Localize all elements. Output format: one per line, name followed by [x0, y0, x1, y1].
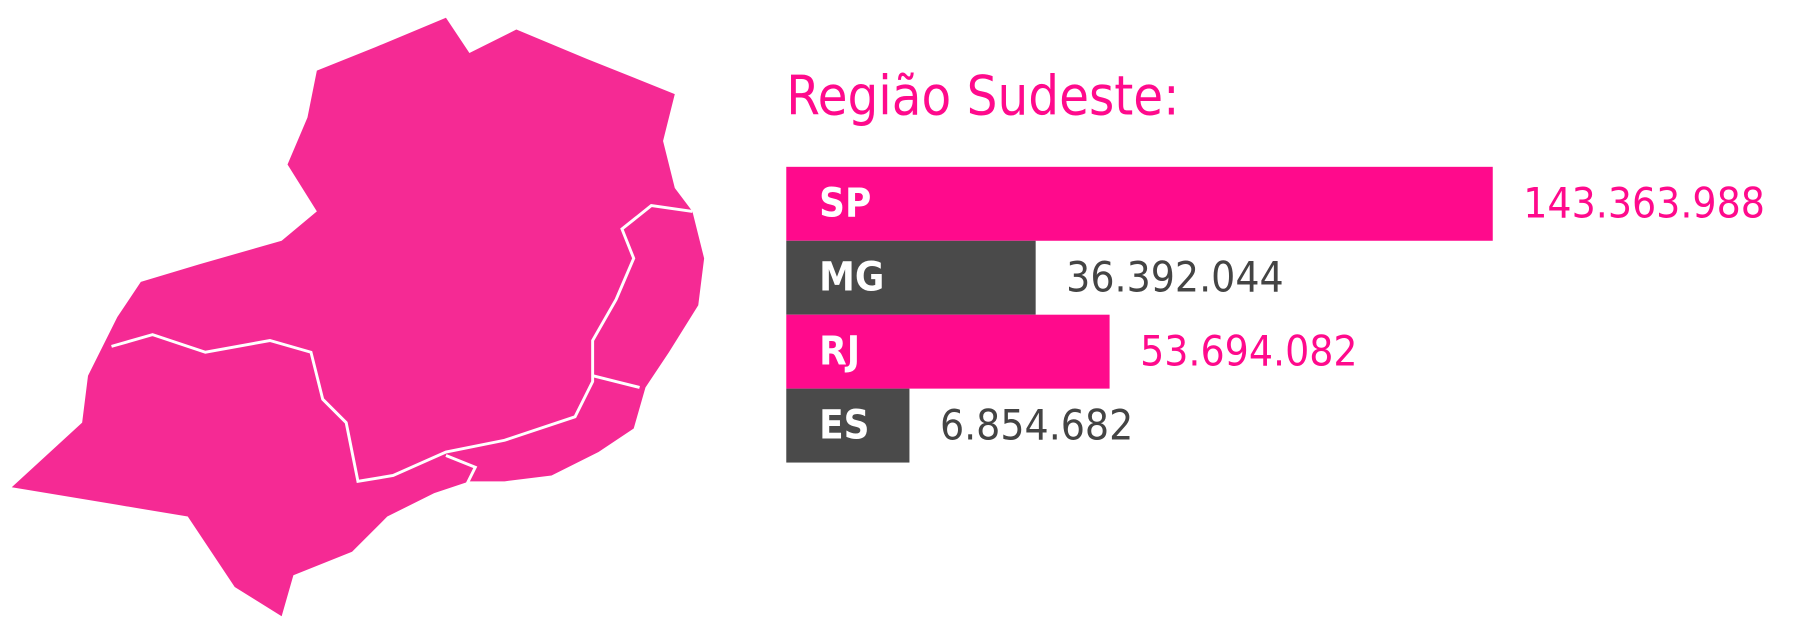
map-border — [592, 374, 640, 389]
map-region — [11, 17, 705, 617]
bar-label: RJ — [819, 329, 860, 375]
bar — [786, 166, 1493, 241]
value-label: 6.854.682 — [940, 400, 1133, 449]
value-label: 36.392.044 — [1066, 253, 1283, 302]
bar-label: ES — [819, 402, 869, 448]
map — [11, 17, 705, 617]
map-border — [111, 204, 693, 484]
bar — [786, 314, 1110, 389]
map-border — [445, 454, 478, 492]
bar — [786, 240, 1036, 315]
chart-title: Região Sudeste: — [786, 65, 1179, 128]
value-label: 143.363.988 — [1523, 179, 1765, 228]
value-label: 53.694.082 — [1140, 327, 1357, 376]
bar — [786, 388, 910, 463]
bar-label: SP — [819, 181, 871, 227]
bar-label: MG — [819, 255, 884, 301]
